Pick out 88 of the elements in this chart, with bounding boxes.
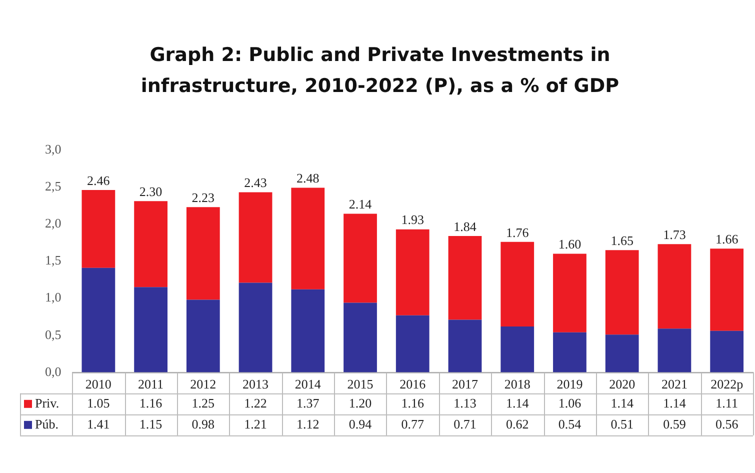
total-label: 2.43 — [244, 175, 267, 190]
total-label: 1.73 — [663, 227, 686, 242]
x-tick-label: 2020 — [609, 376, 636, 392]
data-label: 0.51 — [610, 416, 634, 432]
bar — [291, 188, 325, 290]
total-label: 1.76 — [506, 224, 530, 240]
total-label: 2.14 — [348, 196, 372, 212]
x-tick-label: 2010 — [85, 376, 112, 392]
bar — [605, 334, 639, 372]
data-label: 0.71 — [454, 416, 476, 432]
x-tick-label: 2022p — [710, 376, 744, 392]
x-tick-label: 2016 — [400, 376, 426, 392]
bar — [186, 207, 220, 300]
legend-label: Priv. — [35, 395, 60, 410]
data-label: 1.14 — [610, 395, 634, 410]
x-tick-label: 2012 — [190, 376, 216, 392]
data-label: 0.56 — [715, 416, 739, 432]
data-label: 1.25 — [192, 395, 215, 410]
legend-label: Púb. — [35, 416, 58, 432]
data-label: 0.94 — [348, 416, 372, 432]
total-label: 1.84 — [454, 218, 477, 234]
bar — [396, 229, 430, 316]
x-tick-label: 2021 — [661, 376, 688, 392]
bar — [448, 320, 482, 372]
bar — [82, 190, 116, 268]
x-tick-label: 2015 — [347, 376, 374, 392]
data-label: 1.15 — [139, 416, 162, 432]
chart-title: Graph 2: Public and Private Investments in infrastructure, 2010-2022 (P), as a % of GDP — [140, 43, 620, 99]
data-label: 0.77 — [401, 416, 424, 432]
y-tick-label: 3,0 — [45, 141, 62, 156]
data-label: 1.06 — [558, 395, 582, 410]
bar — [658, 244, 692, 329]
bar — [344, 214, 377, 303]
bar — [134, 201, 168, 288]
x-tick-label: 2011 — [138, 376, 164, 392]
bar — [500, 242, 534, 326]
bar — [500, 326, 534, 372]
y-tick-label: 0,5 — [45, 326, 62, 342]
bar — [553, 254, 586, 332]
data-label: 1.41 — [87, 416, 110, 432]
bar — [396, 315, 430, 372]
total-label: 1.93 — [401, 212, 424, 228]
y-tick-label: 0,0 — [45, 364, 62, 379]
data-label: 1.12 — [296, 416, 320, 432]
data-label: 0.54 — [558, 416, 582, 432]
bar — [134, 287, 168, 372]
data-label: 1.21 — [244, 416, 267, 432]
total-label: 2.30 — [139, 184, 162, 200]
y-tick-label: 2,0 — [45, 216, 62, 231]
total-label: 2.48 — [296, 170, 320, 186]
x-tick-label: 2018 — [504, 376, 530, 392]
x-tick-label: 2019 — [556, 376, 583, 392]
total-label: 2.23 — [192, 190, 215, 206]
data-label: 1.13 — [454, 395, 476, 410]
data-label: 0.98 — [192, 416, 215, 432]
bar — [82, 268, 116, 372]
bar — [710, 330, 744, 372]
data-label: 1.11 — [716, 395, 738, 410]
y-tick-label: 1,5 — [45, 252, 62, 268]
x-tick-label: 2013 — [242, 376, 269, 392]
bar — [291, 289, 325, 372]
x-tick-label: 2014 — [294, 376, 322, 392]
total-label: 1.60 — [558, 236, 582, 252]
total-label: 2.46 — [87, 172, 110, 188]
y-tick-label: 1,0 — [45, 290, 62, 305]
x-tick-label: 2017 — [452, 376, 478, 392]
data-label: 1.14 — [663, 395, 686, 410]
y-tick-label: 2,5 — [45, 178, 62, 194]
bar — [344, 302, 377, 372]
bar — [605, 250, 639, 335]
bar — [710, 248, 744, 331]
bar — [186, 300, 220, 372]
data-label: 0.62 — [506, 416, 529, 432]
data-label: 1.20 — [348, 395, 372, 410]
data-label: 1.16 — [139, 395, 163, 410]
bar — [553, 332, 586, 372]
bar — [238, 282, 272, 372]
data-label: 1.37 — [296, 395, 320, 410]
data-label: 1.05 — [87, 395, 110, 410]
bar — [658, 328, 692, 372]
data-label: 0.59 — [663, 416, 686, 432]
data-label: 1.22 — [244, 395, 267, 410]
total-label: 1.65 — [610, 233, 634, 248]
bar — [448, 236, 482, 320]
total-label: 1.66 — [715, 232, 739, 247]
bar — [238, 192, 272, 283]
data-label: 1.14 — [506, 395, 530, 410]
data-label: 1.16 — [401, 395, 424, 410]
